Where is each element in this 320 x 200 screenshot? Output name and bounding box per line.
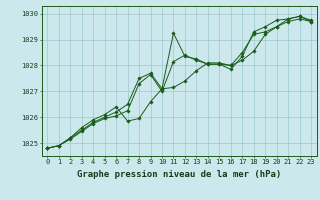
X-axis label: Graphe pression niveau de la mer (hPa): Graphe pression niveau de la mer (hPa) (77, 170, 281, 179)
